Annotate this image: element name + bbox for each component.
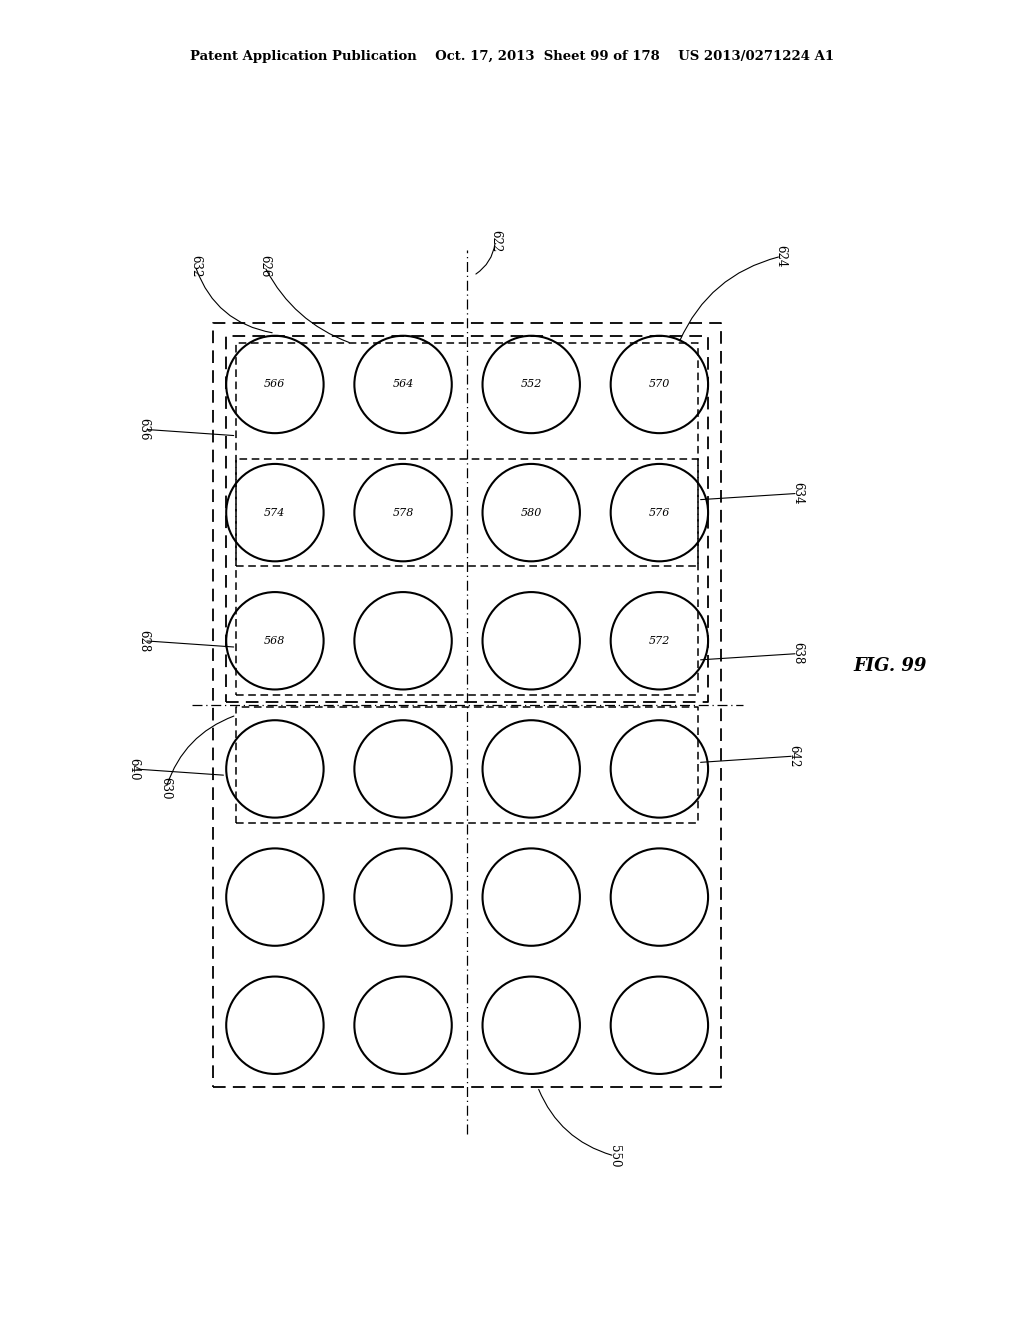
Text: 636: 636 — [137, 418, 151, 441]
Text: 626: 626 — [258, 255, 271, 277]
Text: 574: 574 — [264, 508, 286, 517]
Text: 566: 566 — [264, 379, 286, 389]
Text: 572: 572 — [648, 636, 670, 645]
Text: 622: 622 — [488, 230, 502, 252]
Text: 576: 576 — [648, 508, 670, 517]
Text: 580: 580 — [520, 508, 542, 517]
Text: 568: 568 — [264, 636, 286, 645]
Text: 550: 550 — [608, 1144, 621, 1167]
Text: 630: 630 — [160, 777, 172, 800]
Text: FIG. 99: FIG. 99 — [853, 657, 927, 676]
Text: 638: 638 — [792, 643, 804, 665]
Text: 628: 628 — [137, 630, 151, 652]
Text: 634: 634 — [792, 482, 804, 504]
Text: Patent Application Publication    Oct. 17, 2013  Sheet 99 of 178    US 2013/0271: Patent Application Publication Oct. 17, … — [189, 50, 835, 63]
Text: 570: 570 — [648, 379, 670, 389]
Text: 578: 578 — [392, 508, 414, 517]
Text: 564: 564 — [392, 379, 414, 389]
Text: 552: 552 — [520, 379, 542, 389]
Text: 640: 640 — [127, 758, 140, 780]
Text: 632: 632 — [189, 255, 202, 277]
Text: 624: 624 — [774, 246, 787, 268]
Text: 642: 642 — [787, 744, 801, 767]
